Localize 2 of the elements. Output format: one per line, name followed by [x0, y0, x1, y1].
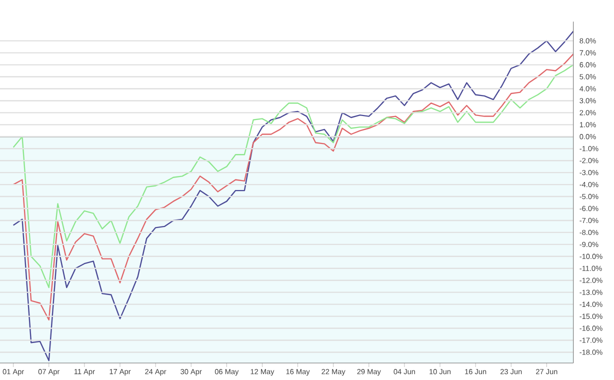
line-series — [12, 30, 574, 362]
line-series — [12, 53, 574, 320]
